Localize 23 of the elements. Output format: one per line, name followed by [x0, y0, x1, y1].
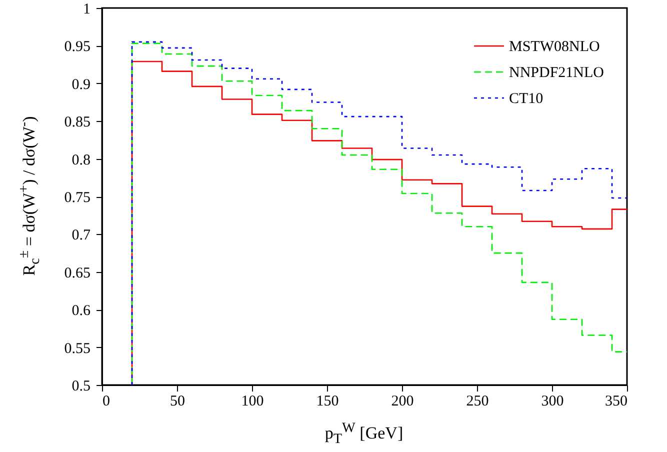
- y-tick-label: 1: [83, 2, 90, 18]
- y-tick-label: 0.75: [64, 190, 90, 206]
- y-tick-label: 0.7: [72, 228, 91, 244]
- y-tick-label: 0.95: [64, 39, 90, 56]
- legend-label: NNPDF21NLO: [509, 65, 604, 81]
- x-tick-label: 350: [605, 394, 628, 410]
- x-tick-label: 250: [466, 394, 489, 410]
- y-tick-label: 0.6: [72, 303, 91, 320]
- x-axis-title: p$_{T}$$^{W}$ [GeV]: [324, 420, 404, 448]
- x-tick-label: 50: [170, 394, 185, 410]
- y-tick-label: 0.55: [64, 340, 90, 357]
- x-tick-label: 150: [316, 394, 339, 410]
- y-tick-label: 0.85: [64, 114, 90, 131]
- x-tick-label: 100: [241, 394, 264, 410]
- y-tick-label: 0.65: [64, 265, 90, 282]
- legend-label: MSTW08NLO: [509, 39, 600, 55]
- y-tick-label: 0.5: [72, 378, 90, 394]
- x-tick-label: 300: [541, 394, 564, 410]
- x-tick-label: 200: [391, 394, 414, 410]
- y-tick-label: 0.8: [72, 152, 90, 168]
- legend-label: CT10: [509, 91, 544, 107]
- y-tick-label: 0.9: [72, 76, 90, 93]
- x-tick-label: 0: [102, 394, 110, 410]
